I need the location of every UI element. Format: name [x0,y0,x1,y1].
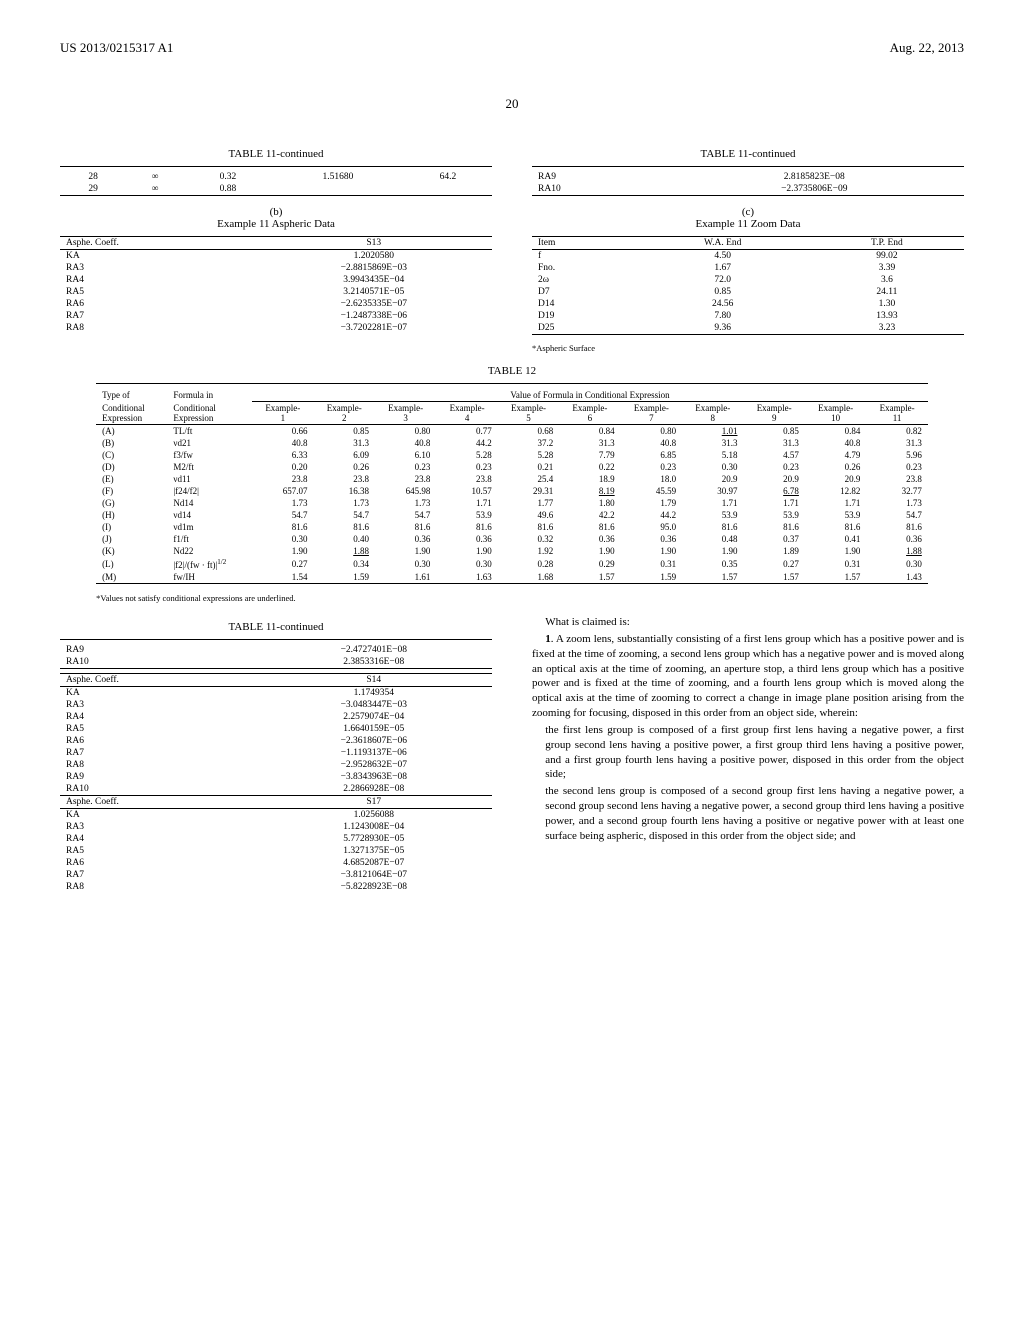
table-11a: 28∞0.321.5168064.229∞0.88 [60,166,492,200]
claims-text: What is claimed is: 1. A zoom lens, subs… [532,615,964,893]
table-11d: RA9−2.4727401E−08RA102.3853316E−08Asphe.… [60,639,492,893]
claim-1-sub1: the first lens group is composed of a fi… [545,723,964,782]
table-11c-footnote: *Aspheric Surface [532,343,964,353]
claim-1-sub2: the second lens group is composed of a s… [545,784,964,843]
table-11d-title: TABLE 11-continued [60,621,492,633]
table-11b-top2: RA92.8185823E−08RA10−2.3735806E−09 [532,166,964,200]
table-11c-header: (c) Example 11 Zoom Data [532,206,964,230]
table-11b-top2-title: TABLE 11-continued [532,148,964,160]
header-left: US 2013/0215317 A1 [60,40,173,56]
table-12-wrap: TABLE 12 Type of Formula in Value of For… [60,365,964,603]
claims-intro: What is claimed is: [532,615,964,630]
table-11a-title: TABLE 11-continued [60,148,492,160]
claim-1: 1. A zoom lens, substantially consisting… [532,632,964,721]
table-12-title: TABLE 12 [60,365,964,377]
table-11b-header: (b) Example 11 Aspheric Data [60,206,492,230]
table-11b-s13: Asphe. Coeff. S13 KA1.2020580RA3−2.88158… [60,236,492,334]
header-right: Aug. 22, 2013 [890,40,964,56]
page-number: 20 [60,96,964,112]
table-11c: Item W.A. End T.P. End f4.5099.02Fno.1.6… [532,236,964,339]
page-header: US 2013/0215317 A1 Aug. 22, 2013 [60,40,964,56]
table-12-footnote: *Values not satisfy conditional expressi… [96,593,964,603]
table-12: Type of Formula in Value of Formula in C… [96,383,928,589]
